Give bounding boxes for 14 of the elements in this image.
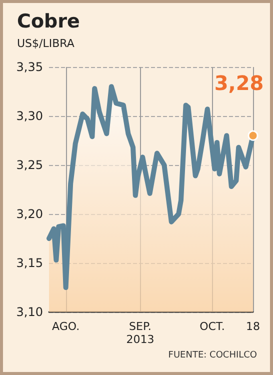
chart-subtitle: US$/LIBRA bbox=[17, 37, 75, 50]
source-note: FUENTE: COCHILCO bbox=[168, 350, 257, 360]
y-tick-label: 3,25 bbox=[16, 158, 43, 172]
y-tick-label: 3,10 bbox=[16, 305, 43, 319]
y-tick-label: 3,20 bbox=[16, 207, 43, 221]
x-tick-label: 18 bbox=[246, 320, 260, 333]
y-tick-label: 3,35 bbox=[16, 60, 43, 74]
chart-title: Cobre bbox=[17, 10, 80, 32]
x-tick-label: SEP. 2013 bbox=[126, 320, 154, 346]
y-tick-label: 3,30 bbox=[16, 109, 43, 123]
data-label: 3,28 bbox=[214, 70, 264, 95]
x-tick-label: AGO. bbox=[52, 320, 80, 333]
y-tick-label: 3,15 bbox=[16, 256, 43, 270]
x-tick-label: OCT. bbox=[200, 320, 225, 333]
